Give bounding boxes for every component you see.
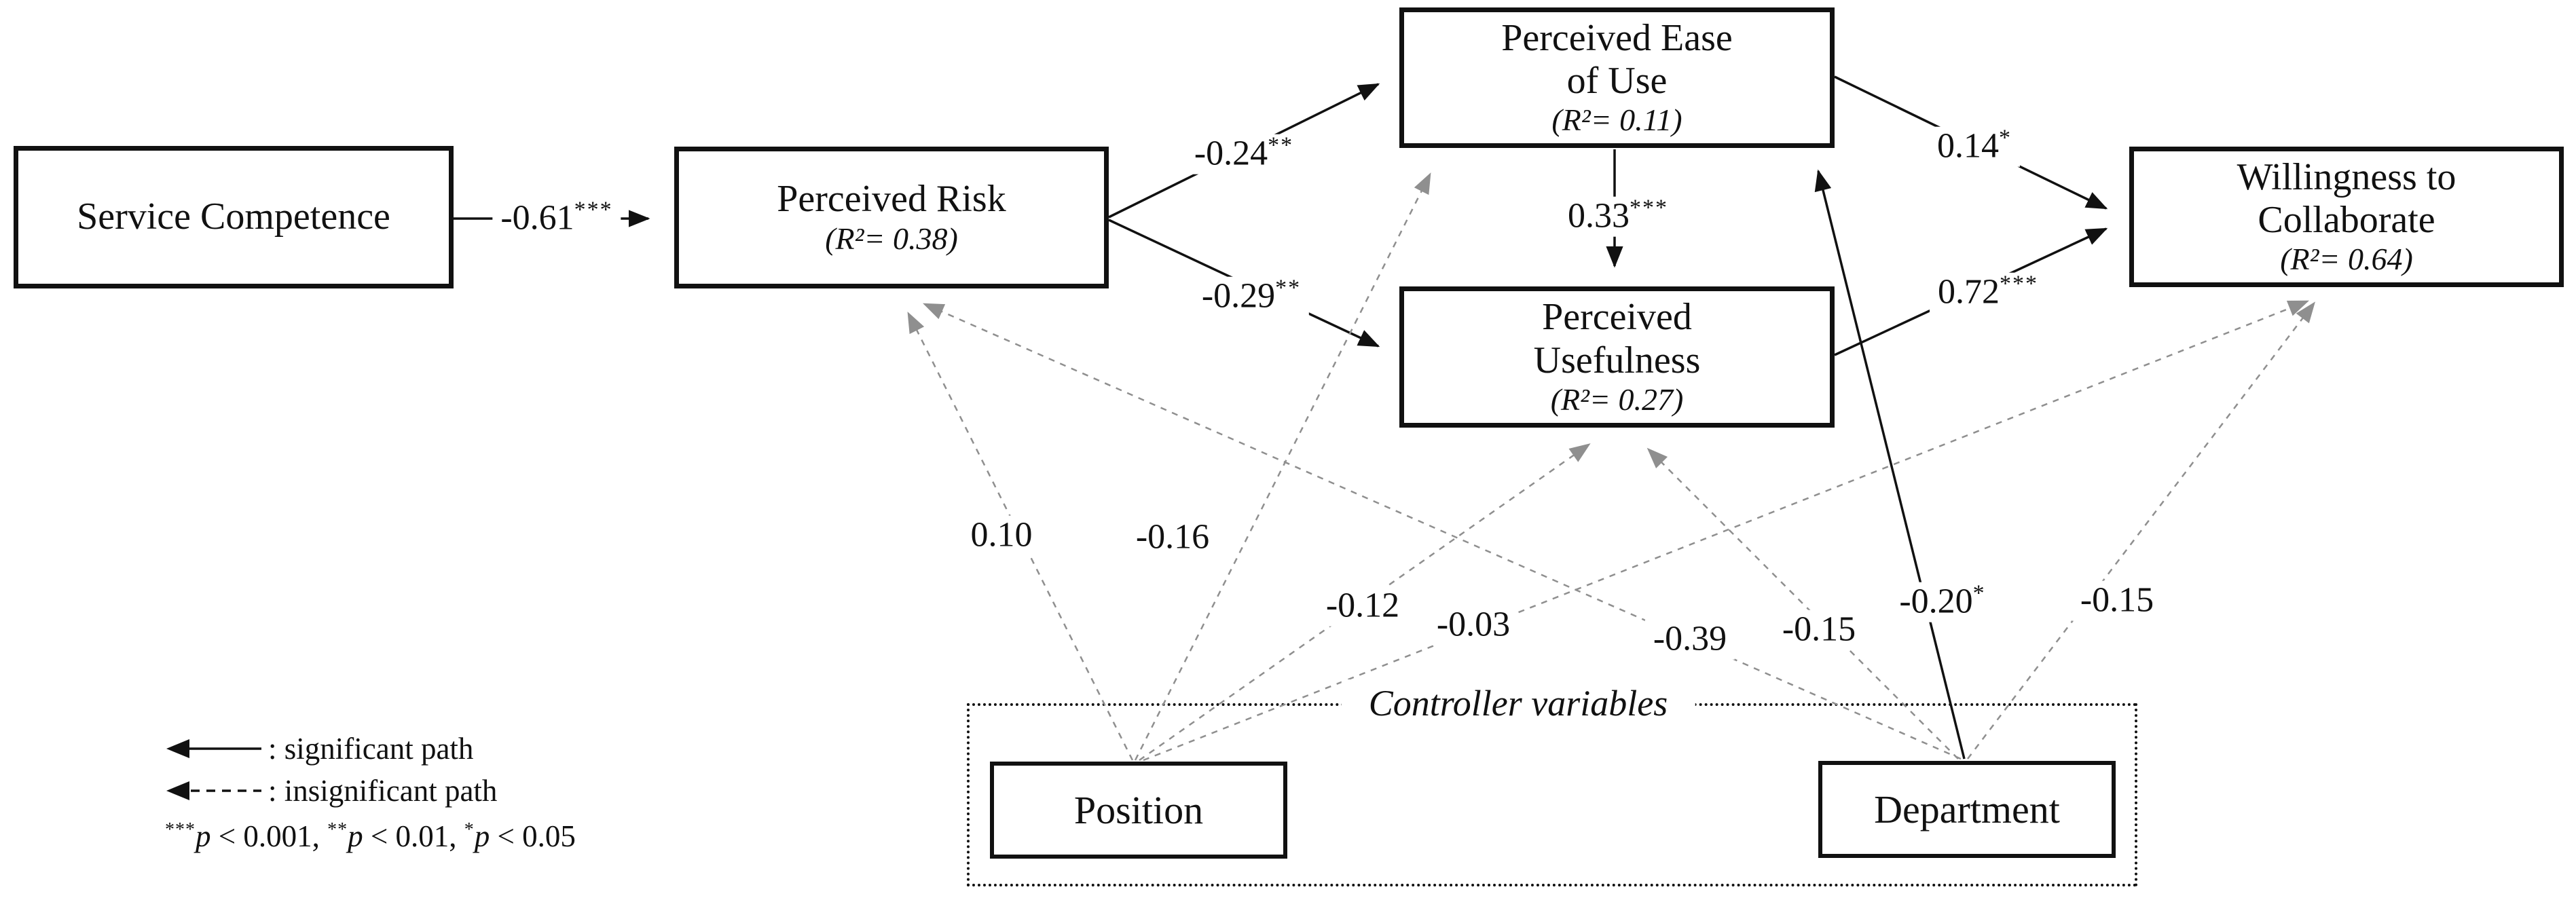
note-text: p < 0.001, xyxy=(196,819,328,853)
coefficient-value: 0.33 xyxy=(1568,196,1630,236)
note-text: p < 0.05 xyxy=(474,819,576,853)
node-label: Department xyxy=(1874,787,2060,831)
significance-stars: *** xyxy=(2000,271,2038,297)
node-label: of Use xyxy=(1566,60,1668,102)
legend-significant-label: : significant path xyxy=(268,732,474,766)
node-label: Perceived xyxy=(1542,296,1692,339)
node-r-squared: (R²= 0.64) xyxy=(2280,242,2413,277)
significance-stars: *** xyxy=(1630,195,1668,221)
coefficient-value: -0.12 xyxy=(1325,586,1400,625)
path-coefficient-dept-peou: -0.20* xyxy=(1891,580,1994,622)
path-coefficient-pos-wtc: -0.03 xyxy=(1428,605,1519,646)
significance-note: ***p < 0.001, **p < 0.01, *p < 0.05 xyxy=(165,819,576,854)
path-coefficient-pos-pr: 0.10 xyxy=(962,515,1041,556)
path-line-dept-wtc xyxy=(1967,301,2315,760)
path-line-dept-peou xyxy=(1814,169,1966,760)
significance-stars: *** xyxy=(574,197,613,223)
node-perceived-risk: Perceived Risk (R²= 0.38) xyxy=(674,147,1109,288)
node-label: Position xyxy=(1073,787,1204,832)
legend-insignificant-label: : insignificant path xyxy=(268,774,498,808)
coefficient-value: 0.14 xyxy=(1937,126,1999,166)
significant-path-arrow-icon xyxy=(166,739,261,758)
coefficient-value: -0.29 xyxy=(1201,276,1276,316)
significance-stars: * xyxy=(1999,125,2012,151)
node-r-squared: (R²= 0.27) xyxy=(1550,381,1684,417)
insignificant-path-arrow-icon xyxy=(166,781,261,800)
coefficient-value: -0.16 xyxy=(1135,517,1210,557)
node-r-squared: (R²= 0.11) xyxy=(1551,102,1682,138)
path-coefficient-dept-pr: -0.39 xyxy=(1644,619,1735,660)
controller-variables-label: Controller variables xyxy=(1341,679,1695,727)
path-coefficient-peou-pu: 0.33*** xyxy=(1560,195,1676,237)
path-coefficient-sc-pr: -0.61*** xyxy=(492,197,621,239)
path-coefficient-pos-peou: -0.16 xyxy=(1127,517,1218,558)
node-perceived-ease-of-use: Perceived Ease of Use (R²= 0.11) xyxy=(1399,7,1835,148)
legend-insignificant-row: : insignificant path xyxy=(165,770,576,812)
coefficient-value: -0.20 xyxy=(1899,582,1973,621)
note-text: p < 0.01, xyxy=(348,819,464,853)
node-position: Position xyxy=(990,762,1287,859)
path-line-pos-wtc xyxy=(1143,300,2310,762)
legend-significant-row: : significant path xyxy=(165,728,576,770)
node-label: Willingness to xyxy=(2237,155,2457,198)
coefficient-value: -0.61 xyxy=(500,198,574,238)
path-coefficient-pos-pu: -0.12 xyxy=(1317,586,1408,626)
path-coefficient-pr-pu: -0.29** xyxy=(1193,275,1310,317)
coefficient-value: -0.03 xyxy=(1436,605,1511,644)
coefficient-value: -0.15 xyxy=(1782,610,1856,649)
node-department: Department xyxy=(1818,761,2116,858)
coefficient-value: -0.15 xyxy=(2080,580,2154,620)
path-coefficient-pu-wtc: 0.72*** xyxy=(1930,271,2046,313)
node-label: Service Competence xyxy=(77,195,390,238)
node-label: Perceived Ease xyxy=(1501,16,1733,59)
note-stars: * xyxy=(464,819,475,840)
note-stars: ** xyxy=(327,819,348,840)
coefficient-value: -0.24 xyxy=(1194,134,1268,173)
path-line-pos-peou xyxy=(1134,172,1431,761)
node-r-squared: (R²= 0.38) xyxy=(825,221,958,256)
coefficient-value: 0.10 xyxy=(970,515,1033,555)
path-coefficient-pr-peou: -0.24** xyxy=(1185,132,1302,174)
node-perceived-usefulness: Perceived Usefulness (R²= 0.27) xyxy=(1399,286,1835,428)
node-label: Collaborate xyxy=(2258,199,2435,242)
node-service-competence: Service Competence xyxy=(14,146,454,288)
path-line-dept-pr xyxy=(923,303,1962,760)
node-willingness-to-collaborate: Willingness to Collaborate (R²= 0.64) xyxy=(2129,147,2564,287)
significance-stars: * xyxy=(1972,580,1986,606)
legend: : significant path : insignificant path … xyxy=(165,728,576,854)
note-stars: *** xyxy=(165,819,196,840)
coefficient-value: 0.72 xyxy=(1938,272,2000,312)
node-label: Perceived Risk xyxy=(777,178,1006,221)
coefficient-value: -0.39 xyxy=(1653,619,1727,658)
significance-stars: ** xyxy=(1275,275,1302,301)
path-coefficient-dept-wtc: -0.15 xyxy=(2072,580,2163,621)
node-label: Usefulness xyxy=(1533,339,1701,381)
path-coefficient-peou-wtc: 0.14* xyxy=(1929,125,2020,167)
path-coefficient-dept-pu: -0.15 xyxy=(1773,610,1864,650)
significance-stars: ** xyxy=(1268,132,1294,158)
